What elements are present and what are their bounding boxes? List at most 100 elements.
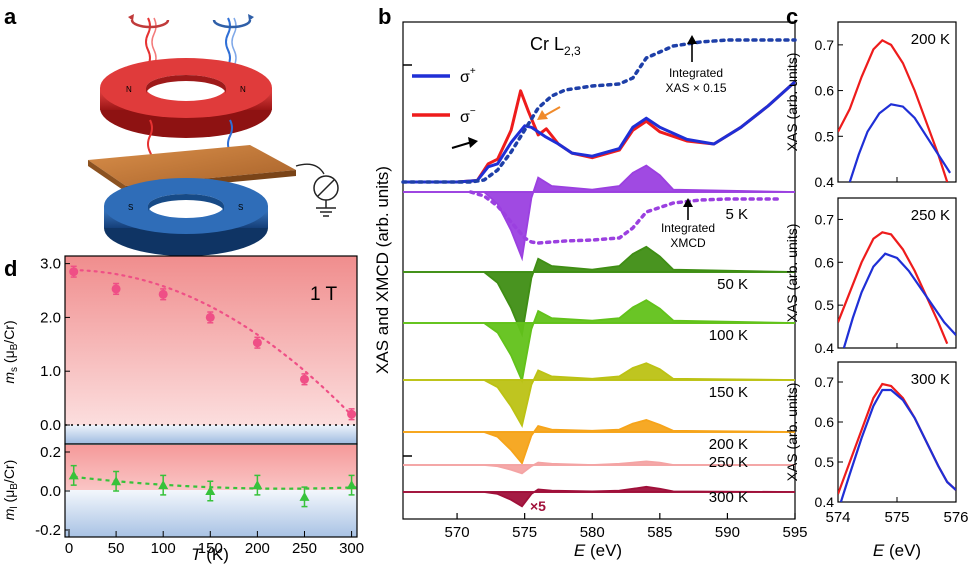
zoom-sigma-minus-line (838, 231, 949, 345)
x-tick-label: 570 (445, 524, 470, 541)
y-tick-label: -0.2 (35, 522, 61, 539)
ms-point (69, 267, 79, 277)
zoom-y-label: XAS (arb. units) (784, 383, 800, 482)
xmcd-150k-area (403, 362, 796, 429)
xmcd-temperature-label: 150 K (709, 384, 748, 401)
x-tick-label: 575 (884, 509, 909, 526)
spectra-panel: 570 575 580 585 590 595 5 K 50 K 100 K 150 K 200 … (373, 21, 808, 560)
y-tick-label: 0.4 (815, 340, 835, 356)
x-tick-label: 580 (580, 524, 605, 541)
y-tick-label: 0.6 (815, 414, 835, 430)
y-tick-label: 0.7 (815, 211, 835, 227)
y-tick-label: 0.6 (815, 83, 835, 99)
integrated-xmcd-line (468, 190, 784, 245)
panel-b-x-label: E (eV) (574, 541, 622, 560)
field-label: 1 T (310, 284, 338, 305)
svg-text:N: N (240, 85, 246, 94)
x-tick-label: 100 (151, 540, 176, 557)
moment-panel: 0 50 100 150 200 250 300 0.0 1.0 2.0 3.0 -0.2 0.0 0.2… (1, 255, 364, 564)
x-tick-label: 585 (647, 524, 672, 541)
annotation-integrated-xmcd-1: Integrated (661, 221, 715, 235)
xmcd-temperature-label: 5 K (725, 206, 748, 223)
y-tick-label: 2.0 (40, 309, 61, 326)
zoom-y-label: XAS (arb. units) (784, 224, 800, 323)
ml-point (158, 480, 169, 490)
schematic-panel: N N S S (88, 14, 339, 256)
zoom-sigma-plus-line (842, 252, 956, 348)
arrow-up-icon (687, 35, 697, 44)
zoom-sigma-plus-line (848, 103, 952, 182)
xmcd-200k-area (403, 419, 796, 466)
panel-label-a: a (4, 4, 17, 29)
xmcd-temperature-label: 200 K (709, 436, 748, 453)
ml-fit-line (73, 475, 357, 490)
ml-point (346, 480, 357, 490)
x-tick-label: 250 (292, 540, 317, 557)
zoom-temperature-label: 200 K (911, 31, 950, 48)
y-tick-label: 0.0 (40, 417, 61, 434)
panel-label-c: c (786, 4, 798, 29)
y-tick-label: 0.6 (815, 254, 835, 270)
panel-d-y-label-bottom: ml (μB/Cr) (1, 460, 20, 521)
pointer-arrow-icon (468, 137, 478, 148)
svg-text:N: N (126, 85, 132, 94)
edge-label: Cr L2,3 (530, 34, 581, 58)
legend-label-sigma-plus: σ+ (460, 66, 476, 86)
y-tick-label: 0.0 (40, 483, 61, 500)
panel-d-x-label: T (K) (191, 545, 229, 564)
rotation-arrow-icon (130, 19, 170, 29)
ml-point (252, 480, 263, 490)
ms-fit-line (72, 269, 358, 422)
y-tick-label: 0.5 (815, 297, 835, 313)
x-tick-label: 50 (108, 540, 125, 557)
y-tick-label: 0.5 (815, 454, 835, 470)
pointer-arrow-icon (537, 110, 548, 120)
sample-plate (88, 145, 296, 186)
zoom-x-label: E (eV) (873, 541, 921, 560)
annotation-integrated-xas-1: Integrated (669, 66, 723, 80)
ml-point (299, 491, 310, 501)
legend-label-sigma-minus: σ− (460, 106, 476, 126)
x-tick-label: 595 (782, 524, 807, 541)
ms-point (111, 284, 121, 294)
ml-point (111, 476, 122, 486)
zoom-sigma-minus-line (838, 38, 949, 182)
xmcd-temperature-label: 300 K (709, 489, 748, 506)
svg-text:S: S (128, 203, 133, 212)
y-tick-label: 0.2 (40, 444, 61, 461)
ms-point (252, 338, 262, 348)
xmcd-temperature-label: 100 K (709, 327, 748, 344)
xmcd-5k-area (403, 164, 796, 262)
x-tick-label: 300 (339, 540, 364, 557)
x-tick-label: 575 (512, 524, 537, 541)
legend: σ+ σ− (412, 66, 476, 126)
x-tick-label: 576 (943, 509, 968, 526)
rotation-arrow-icon (212, 19, 252, 29)
zoom-temperature-label: 250 K (911, 207, 950, 224)
panel-b-y-label: XAS and XMCD (arb. units) (373, 166, 392, 374)
y-tick-label: 1.0 (40, 363, 61, 380)
ml-point (205, 486, 216, 495)
panel-d-y-label-top: ms (μB/Cr) (1, 320, 20, 383)
ml-point (68, 470, 79, 480)
integrated-xas-line (401, 38, 797, 184)
y-tick-label: 0.5 (815, 128, 835, 144)
y-tick-label: 0.4 (815, 174, 835, 190)
zoom-panels: 0.4 0.5 0.6 0.7 200 K XAS (arb. units) 0.4 0.5 0… (784, 21, 969, 560)
y-tick-label: 0.7 (815, 374, 835, 390)
panel-b-x-axis: 570 575 580 585 590 595 (445, 513, 808, 541)
x-tick-label: 590 (715, 524, 740, 541)
multiplier-label: ×5 (530, 498, 546, 514)
y-tick-label: 0.7 (815, 37, 835, 53)
xmcd-100k-area (403, 299, 796, 384)
ms-point (299, 374, 309, 384)
zoom-temperature-label: 300 K (911, 371, 950, 388)
xmcd-temperature-label: 250 K (709, 454, 748, 471)
y-tick-label: 3.0 (40, 256, 61, 273)
xas-sigma-plus-line (403, 80, 797, 184)
x-tick-label: 150 (198, 540, 223, 557)
panel-label-b: b (378, 4, 391, 29)
ms-point (347, 409, 357, 419)
x-tick-label: 200 (245, 540, 270, 557)
